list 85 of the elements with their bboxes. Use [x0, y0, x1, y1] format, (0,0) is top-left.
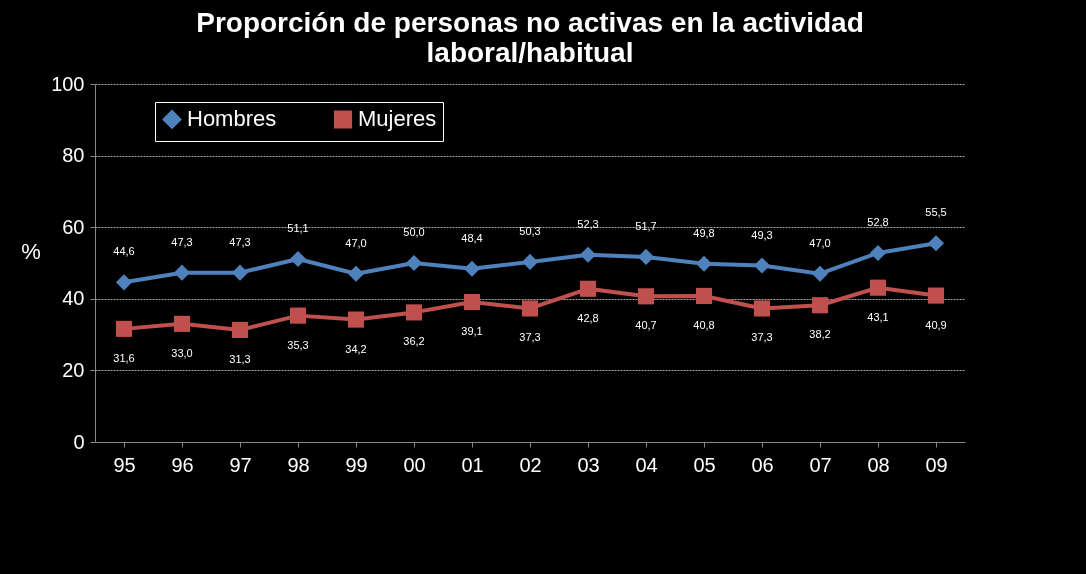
x-tick-label: 01: [461, 453, 484, 476]
point: [869, 279, 887, 296]
data-label: 37,3: [751, 331, 773, 344]
point: [405, 304, 423, 321]
point: [521, 253, 539, 270]
data-label: 39,1: [461, 325, 483, 338]
data-label: 50,3: [519, 224, 541, 237]
point: [927, 235, 945, 252]
data-label: 36,2: [403, 335, 425, 348]
y-axis-title: %: [21, 238, 41, 264]
x-tick-label: 98: [287, 453, 310, 476]
data-label: 40,9: [925, 318, 947, 331]
point: [637, 288, 655, 305]
x-tick-label: 95: [113, 453, 136, 476]
point: [173, 315, 191, 332]
data-label: 48,4: [461, 231, 483, 244]
data-label: 49,8: [693, 226, 715, 239]
data-label: 52,8: [867, 215, 889, 228]
point: [811, 297, 829, 314]
point: [695, 287, 713, 304]
x-tick-label: 07: [809, 453, 832, 476]
point: [231, 321, 249, 339]
legend-label: Hombres: [187, 106, 277, 132]
data-label: 34,2: [345, 342, 367, 355]
data-label: 55,5: [925, 206, 947, 219]
x-tick-label: 02: [519, 453, 542, 476]
point: [115, 274, 133, 291]
y-tick-label: 20: [62, 358, 85, 381]
point: [579, 280, 597, 297]
x-tick-label: 03: [577, 453, 600, 476]
data-label: 40,8: [693, 318, 715, 331]
x-tick-label: 05: [693, 453, 716, 476]
data-label: 33,0: [171, 346, 193, 359]
data-label: 50,0: [403, 226, 425, 238]
point: [289, 251, 307, 268]
chart-title: Proporción de personas no activas en la actividad laboral/habitual: [196, 7, 864, 68]
point: [811, 265, 829, 282]
y-tick-label: 80: [62, 144, 85, 167]
point: [521, 300, 539, 317]
point: [173, 264, 191, 281]
point: [695, 255, 713, 272]
point: [927, 287, 945, 304]
data-label: 43,1: [867, 310, 889, 323]
y-tick-label: 0: [73, 430, 85, 453]
data-label: 51,7: [635, 219, 657, 232]
point: [405, 254, 423, 272]
data-label: 37,3: [519, 331, 541, 344]
point: [463, 293, 481, 311]
y-tick-label: 100: [51, 72, 85, 95]
point: [347, 265, 365, 282]
y-tick-label: 40: [62, 287, 85, 310]
point: [347, 311, 365, 328]
point: [231, 264, 249, 281]
data-label: 35,3: [287, 338, 309, 351]
point: [463, 260, 481, 277]
point: [753, 257, 771, 274]
data-label: 38,2: [809, 328, 831, 341]
point: [289, 307, 307, 324]
point: [115, 320, 133, 337]
data-label: 42,8: [577, 311, 599, 324]
data-label: 47,0: [345, 236, 367, 249]
x-tick-label: 96: [171, 453, 194, 476]
x-tick-label: 97: [229, 453, 252, 476]
data-label: 31,3: [229, 352, 251, 365]
x-tick-label: 09: [925, 453, 948, 476]
y-tick-label: 60: [62, 215, 85, 238]
point: [637, 248, 655, 265]
data-label: 52,3: [577, 217, 599, 230]
data-label: 51,1: [287, 222, 309, 235]
data-label: 47,0: [809, 236, 831, 249]
x-tick-label: 06: [751, 453, 774, 476]
x-tick-label: 04: [635, 453, 658, 476]
data-label: 47,3: [171, 235, 193, 248]
data-label: 31,6: [113, 351, 135, 364]
data-label: 40,7: [635, 319, 657, 332]
data-label: 47,3: [229, 235, 251, 248]
x-tick-label: 08: [867, 453, 890, 476]
x-tick-label: 99: [345, 453, 368, 476]
point: [869, 244, 887, 262]
point: [579, 246, 597, 263]
data-label: 44,6: [113, 245, 135, 258]
x-tick-label: 00: [403, 453, 426, 476]
point: [753, 300, 771, 317]
data-label: 49,3: [751, 228, 773, 241]
legend-label: Mujeres: [358, 106, 437, 132]
